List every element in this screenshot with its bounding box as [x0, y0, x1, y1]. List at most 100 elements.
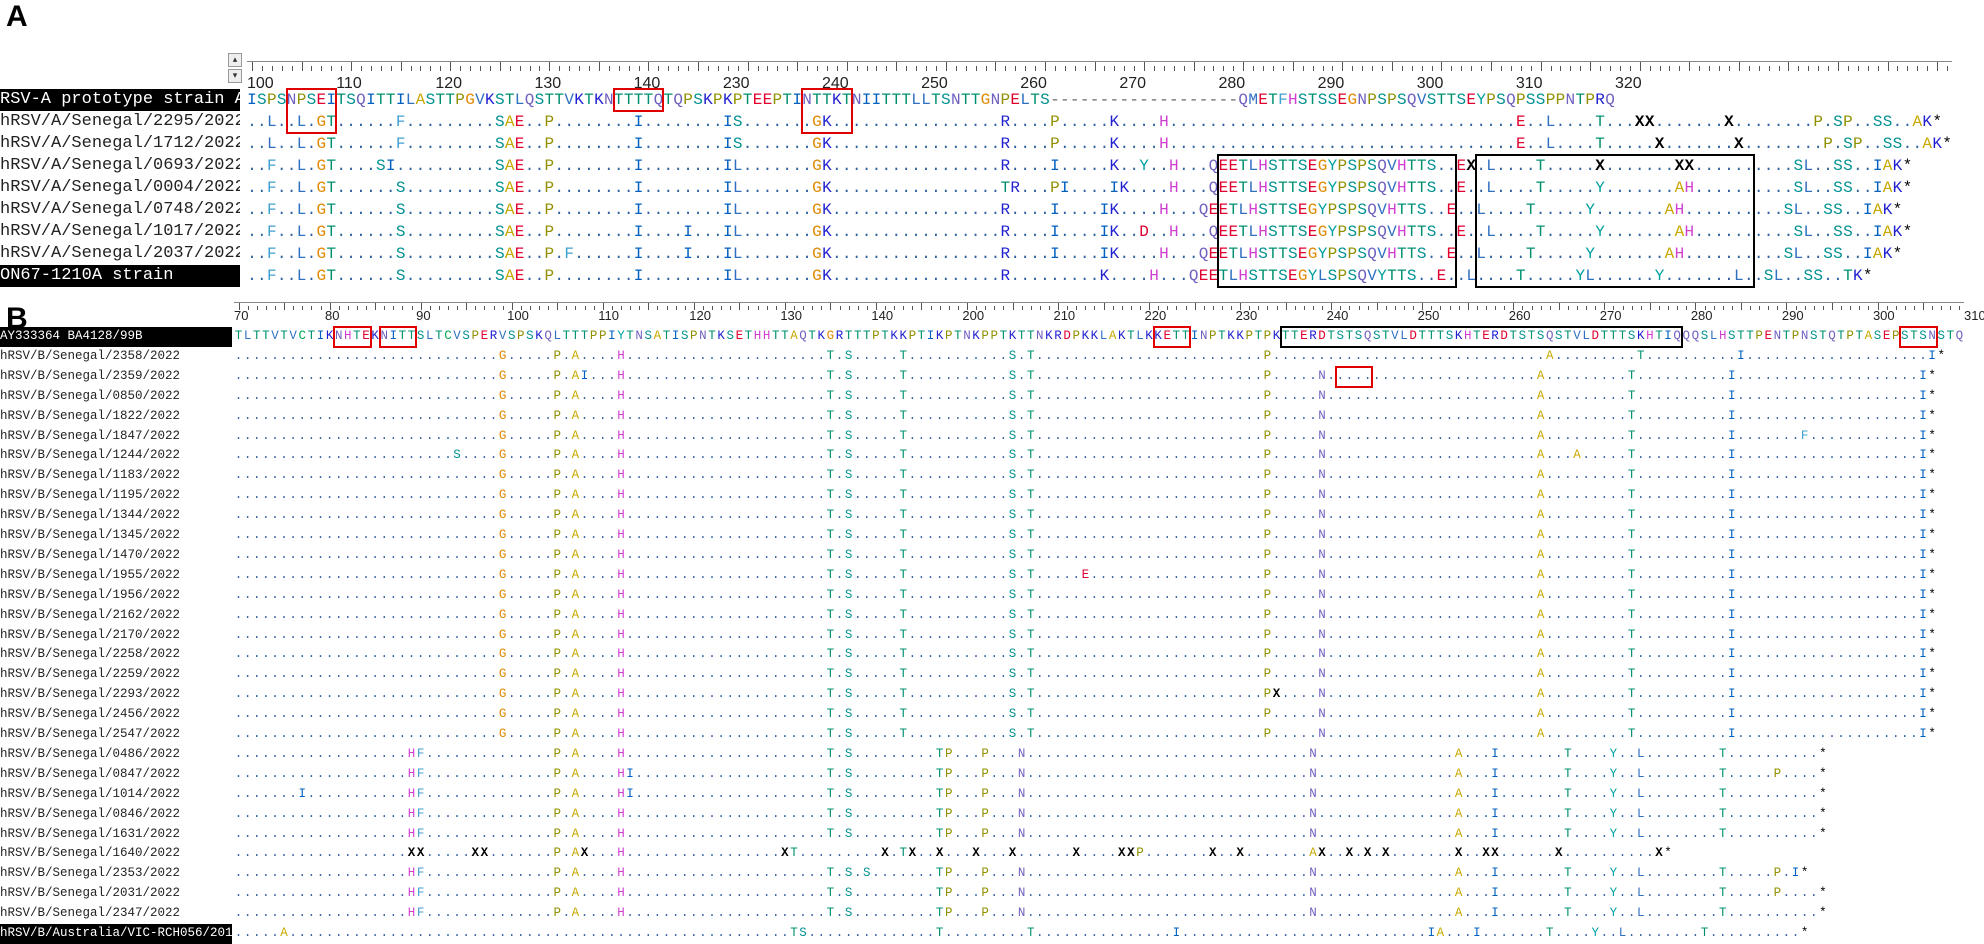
sequence-name[interactable]: hRSV/B/Senegal/1470/2022: [0, 546, 232, 566]
sequence-name[interactable]: hRSV/B/Senegal/1822/2022: [0, 407, 232, 427]
sequence-name[interactable]: hRSV/B/Senegal/1631/2022: [0, 825, 232, 845]
scroll-up-icon[interactable]: ▴: [228, 53, 242, 67]
residue: *: [1863, 265, 1873, 287]
sequence-name[interactable]: hRSV/B/Senegal/2358/2022: [0, 347, 232, 367]
sequence-name[interactable]: ON67-1210A strain: [0, 265, 240, 287]
residue: T: [1026, 446, 1035, 466]
residue: .: [380, 387, 389, 407]
residue: .: [1199, 446, 1208, 466]
sequence-name[interactable]: hRSV/A/Senegal/2037/2022: [0, 243, 240, 265]
sequence-name[interactable]: AY333364 BA4128/99B: [0, 327, 232, 347]
residue: .: [1863, 111, 1873, 133]
residue: .: [316, 486, 325, 506]
residue: .: [1563, 427, 1572, 447]
residue: .: [689, 546, 698, 566]
sequence-name[interactable]: hRSV/B/Senegal/0486/2022: [0, 745, 232, 765]
sequence-name[interactable]: hRSV/B/Senegal/1955/2022: [0, 566, 232, 586]
residue: .: [1782, 566, 1791, 586]
sequence-name[interactable]: hRSV/A/Senegal/1712/2022: [0, 133, 240, 155]
residue: .: [862, 566, 871, 586]
residue: .: [298, 566, 307, 586]
residue: .: [544, 347, 553, 367]
residue: .: [1017, 566, 1026, 586]
sequence-name[interactable]: hRSV/B/Senegal/0846/2022: [0, 805, 232, 825]
residue: .: [1636, 407, 1645, 427]
sequence-name[interactable]: hRSV/A/Senegal/2295/2022: [0, 111, 240, 133]
sequence-name[interactable]: hRSV/B/Senegal/2162/2022: [0, 606, 232, 626]
residue: .: [842, 199, 852, 221]
residue: .: [990, 347, 999, 367]
sequence-name[interactable]: hRSV/B/Senegal/0850/2022: [0, 387, 232, 407]
residue: .: [1199, 566, 1208, 586]
ruler-tick: [1838, 61, 1839, 71]
residue: .: [680, 546, 689, 566]
sequence-name[interactable]: hRSV/B/Senegal/2547/2022: [0, 725, 232, 745]
sequence-name[interactable]: hRSV/A/Senegal/1017/2022: [0, 221, 240, 243]
residue: .: [1855, 427, 1864, 447]
sequence-name[interactable]: hRSV/B/Senegal/1014/2022: [0, 785, 232, 805]
residue: .: [453, 506, 462, 526]
residue: .: [1636, 566, 1645, 586]
residue: .: [1791, 466, 1800, 486]
sequence-name[interactable]: hRSV/B/Senegal/1344/2022: [0, 506, 232, 526]
residue: .: [1665, 221, 1675, 243]
sequence-name[interactable]: RSV-A prototype strain A2: [0, 89, 240, 111]
ruler-tick: [238, 302, 240, 310]
residue: .: [1837, 606, 1846, 626]
sequence-name[interactable]: hRSV/B/Senegal/2258/2022: [0, 645, 232, 665]
sequence-name[interactable]: hRSV/B/Senegal/2170/2022: [0, 626, 232, 646]
residue: .: [999, 586, 1008, 606]
residue: .: [744, 347, 753, 367]
sequence-name[interactable]: hRSV/B/Senegal/1847/2022: [0, 427, 232, 447]
residue: H: [343, 327, 352, 347]
residue: .: [1035, 347, 1044, 367]
residue: .: [743, 177, 753, 199]
sequence-name[interactable]: hRSV/B/Senegal/2031/2022: [0, 884, 232, 904]
sequence-name[interactable]: hRSV/B/Senegal/2259/2022: [0, 665, 232, 685]
residue: I: [1727, 407, 1736, 427]
sequence-name[interactable]: hRSV/B/Senegal/2456/2022: [0, 705, 232, 725]
residue: .: [280, 566, 289, 586]
residue: F: [564, 243, 574, 265]
residue: .: [1436, 466, 1445, 486]
residue: .: [1010, 133, 1020, 155]
residue: .: [261, 606, 270, 626]
residue: .: [1363, 486, 1372, 506]
residue: .: [425, 221, 436, 243]
sequence-name[interactable]: hRSV/B/Senegal/2347/2022: [0, 904, 232, 924]
residue: T: [1427, 327, 1436, 347]
residue: .: [371, 606, 380, 626]
residue: .: [1044, 466, 1053, 486]
sequence-name[interactable]: hRSV/B/Senegal/2353/2022: [0, 864, 232, 884]
ruler-tick: [797, 61, 799, 71]
sequence-name[interactable]: hRSV/A/Senegal/0004/2022: [0, 177, 240, 199]
residue: N: [1318, 526, 1327, 546]
residue: K: [325, 327, 334, 347]
sequence-name[interactable]: hRSV/B/Senegal/2359/2022: [0, 367, 232, 387]
sequence-name[interactable]: hRSV/B/Senegal/1956/2022: [0, 586, 232, 606]
sequence-name[interactable]: hRSV/A/Senegal/0748/2022: [0, 199, 240, 221]
residue: .: [298, 546, 307, 566]
ruler-tick: [739, 302, 741, 310]
residue: .: [871, 626, 880, 646]
residue: .: [361, 387, 370, 407]
sequence-name[interactable]: hRSV/B/Senegal/1640/2022: [0, 844, 232, 864]
residue: .: [1554, 347, 1563, 367]
sequence-name[interactable]: hRSV/B/Senegal/2293/2022: [0, 685, 232, 705]
residue: .: [1445, 387, 1454, 407]
residue: .: [1591, 606, 1600, 626]
residue: .: [1891, 546, 1900, 566]
residue: .: [485, 155, 495, 177]
sequence-name[interactable]: hRSV/B/Australia/VIC-RCH056/2019: [0, 924, 232, 944]
residue: .: [1625, 177, 1635, 199]
sequence-name[interactable]: hRSV/A/Senegal/0693/2022: [0, 155, 240, 177]
residue: .: [1575, 133, 1585, 155]
sequence-name[interactable]: hRSV/B/Senegal/1183/2022: [0, 466, 232, 486]
sequence-name[interactable]: hRSV/B/Senegal/0847/2022: [0, 765, 232, 785]
scroll-down-icon[interactable]: ▾: [228, 69, 242, 83]
residue: .: [1337, 133, 1348, 155]
sequence-name[interactable]: hRSV/B/Senegal/1195/2022: [0, 486, 232, 506]
sequence-name[interactable]: hRSV/B/Senegal/1244/2022: [0, 446, 232, 466]
sequence-name[interactable]: hRSV/B/Senegal/1345/2022: [0, 526, 232, 546]
residue: .: [306, 111, 317, 133]
